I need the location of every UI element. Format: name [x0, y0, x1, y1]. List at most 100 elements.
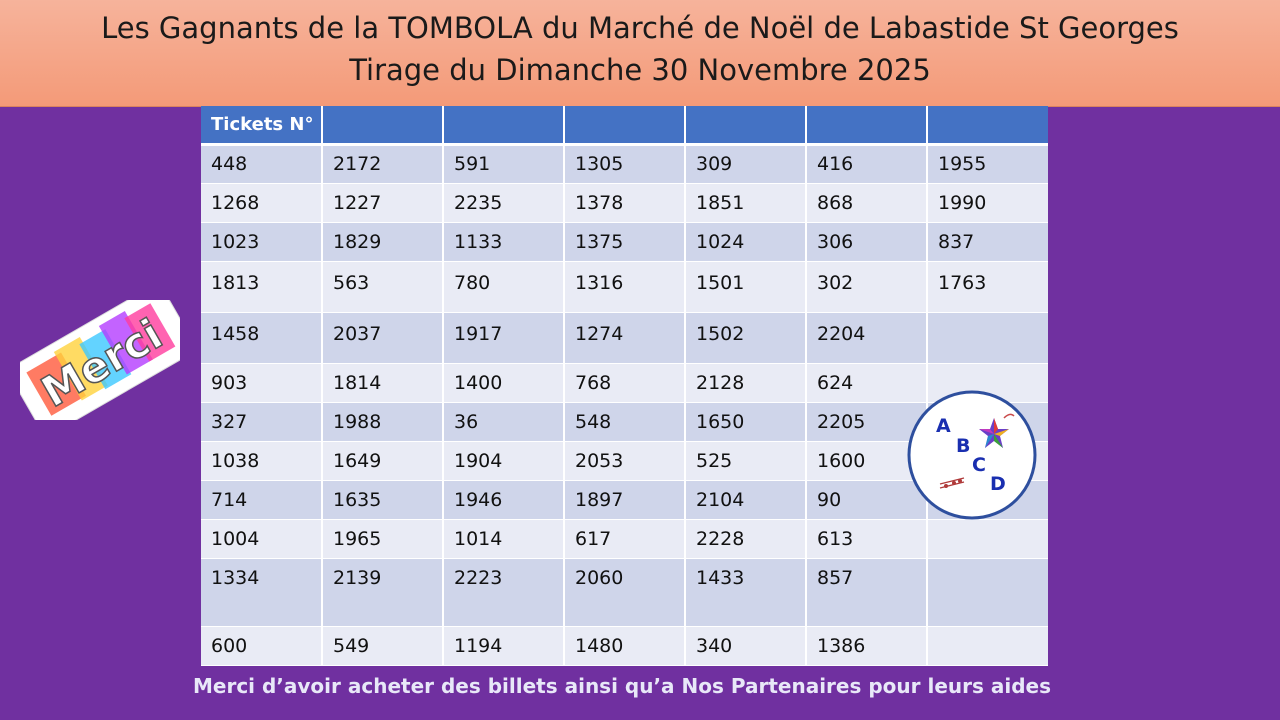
ticket-cell: 2172 [322, 144, 444, 184]
decor-curl [1003, 413, 1015, 419]
ticket-cell: 525 [685, 441, 807, 481]
ticket-cell: 768 [564, 363, 686, 403]
ticket-cell: 448 [201, 144, 323, 184]
ticket-cell: 549 [322, 626, 444, 666]
ticket-cell: 1635 [322, 480, 444, 520]
ticket-cell: 2060 [564, 558, 686, 627]
header-cell [806, 106, 928, 146]
ticket-cell: 1433 [685, 558, 807, 627]
ticket-cell: 1024 [685, 222, 807, 262]
thank-you-footer: Merci d’avoir acheter des billets ainsi … [192, 674, 1051, 698]
ticket-cell: 548 [564, 402, 686, 442]
ticket-cell: 600 [201, 626, 323, 666]
ticket-cell: 857 [806, 558, 928, 627]
ticket-cell: 837 [927, 222, 1048, 262]
ticket-cell: 1502 [685, 312, 807, 364]
music-notes-icon [939, 477, 965, 489]
ticket-cell: 302 [806, 261, 928, 313]
ticket-cell: 1480 [564, 626, 686, 666]
title-line-2: Tirage du Dimanche 30 Novembre 2025 [349, 53, 931, 87]
title-line-1: Les Gagnants de la TOMBOLA du Marché de … [101, 11, 1179, 45]
table-row: 1038 1649 1904 2053 525 1600 [201, 441, 1048, 481]
ticket-cell: 1014 [443, 519, 565, 559]
table-row: 1813 563 780 1316 1501 302 1763 [201, 261, 1048, 313]
table-row: 1334 2139 2223 2060 1433 857 [201, 558, 1048, 627]
ticket-cell: 2104 [685, 480, 807, 520]
ticket-cell [927, 519, 1048, 559]
ticket-cell: 1400 [443, 363, 565, 403]
ticket-cell: 1829 [322, 222, 444, 262]
ticket-cell: 1375 [564, 222, 686, 262]
ticket-cell: 613 [806, 519, 928, 559]
ticket-cell: 1274 [564, 312, 686, 364]
ticket-cell: 1904 [443, 441, 565, 481]
ticket-cell: 563 [322, 261, 444, 313]
ticket-cell: 1990 [927, 183, 1048, 223]
table-row: 327 1988 36 548 1650 2205 [201, 402, 1048, 442]
ticket-cell: 2128 [685, 363, 807, 403]
logo-letter-b: B [956, 435, 970, 457]
ticket-cell: 868 [806, 183, 928, 223]
ticket-cell: 2223 [443, 558, 565, 627]
header-cell [443, 106, 565, 146]
ticket-cell: 1897 [564, 480, 686, 520]
ticket-cell: 416 [806, 144, 928, 184]
table-row: 1023 1829 1133 1375 1024 306 837 [201, 222, 1048, 262]
logo-circle [907, 390, 1037, 520]
ticket-cell: 1917 [443, 312, 565, 364]
ticket-cell: 1004 [201, 519, 323, 559]
table-header-row: Tickets N° [201, 106, 1048, 146]
ticket-cell: 309 [685, 144, 807, 184]
star-icon [979, 418, 1009, 448]
ticket-cell: 2204 [806, 312, 928, 364]
ticket-cell: 1814 [322, 363, 444, 403]
ticket-cell: 780 [443, 261, 565, 313]
ticket-cell: 1458 [201, 312, 323, 364]
ticket-cell: 1988 [322, 402, 444, 442]
table-row: 1268 1227 2235 1378 1851 868 1990 [201, 183, 1048, 223]
table-row: 1004 1965 1014 617 2228 613 [201, 519, 1048, 559]
ticket-cell [927, 312, 1048, 364]
ticket-cell: 90 [806, 480, 928, 520]
ticket-cell: 1851 [685, 183, 807, 223]
ticket-cell: 1650 [685, 402, 807, 442]
title-banner: Les Gagnants de la TOMBOLA du Marché de … [0, 0, 1280, 107]
ticket-cell: 340 [685, 626, 807, 666]
ticket-cell: 617 [564, 519, 686, 559]
table-row: 600 549 1194 1480 340 1386 [201, 626, 1048, 666]
ticket-cell: 1305 [564, 144, 686, 184]
ticket-cell: 1763 [927, 261, 1048, 313]
ticket-cell: 714 [201, 480, 323, 520]
ticket-cell: 1268 [201, 183, 323, 223]
ticket-cell: 1965 [322, 519, 444, 559]
abcd-logo: A B C D [907, 390, 1037, 520]
ticket-cell: 1133 [443, 222, 565, 262]
logo-letter-c: C [972, 454, 986, 476]
ticket-cell: 1378 [564, 183, 686, 223]
table-row: 448 2172 591 1305 309 416 1955 [201, 144, 1048, 184]
header-cell [685, 106, 807, 146]
header-cell: Tickets N° [201, 106, 323, 146]
merci-image: Merci [20, 300, 180, 420]
ticket-cell: 1946 [443, 480, 565, 520]
ticket-cell: 1955 [927, 144, 1048, 184]
ticket-cell: 306 [806, 222, 928, 262]
ticket-cell: 2235 [443, 183, 565, 223]
ticket-cell: 36 [443, 402, 565, 442]
table-row: 1458 2037 1917 1274 1502 2204 [201, 312, 1048, 364]
ticket-cell: 1813 [201, 261, 323, 313]
ticket-cell: 327 [201, 402, 323, 442]
ticket-cell: 1334 [201, 558, 323, 627]
ticket-cell: 1023 [201, 222, 323, 262]
ticket-cell: 1501 [685, 261, 807, 313]
logo-letter-d: D [990, 473, 1006, 495]
ticket-cell: 2205 [806, 402, 928, 442]
logo-letter-a: A [936, 415, 951, 437]
winners-table: Tickets N° 448 2172 591 1305 309 416 1955 1268 1… [201, 106, 1048, 666]
ticket-cell: 2053 [564, 441, 686, 481]
ticket-cell: 2139 [322, 558, 444, 627]
ticket-cell: 591 [443, 144, 565, 184]
ticket-cell: 1227 [322, 183, 444, 223]
ticket-cell: 1386 [806, 626, 928, 666]
ticket-cell: 1649 [322, 441, 444, 481]
